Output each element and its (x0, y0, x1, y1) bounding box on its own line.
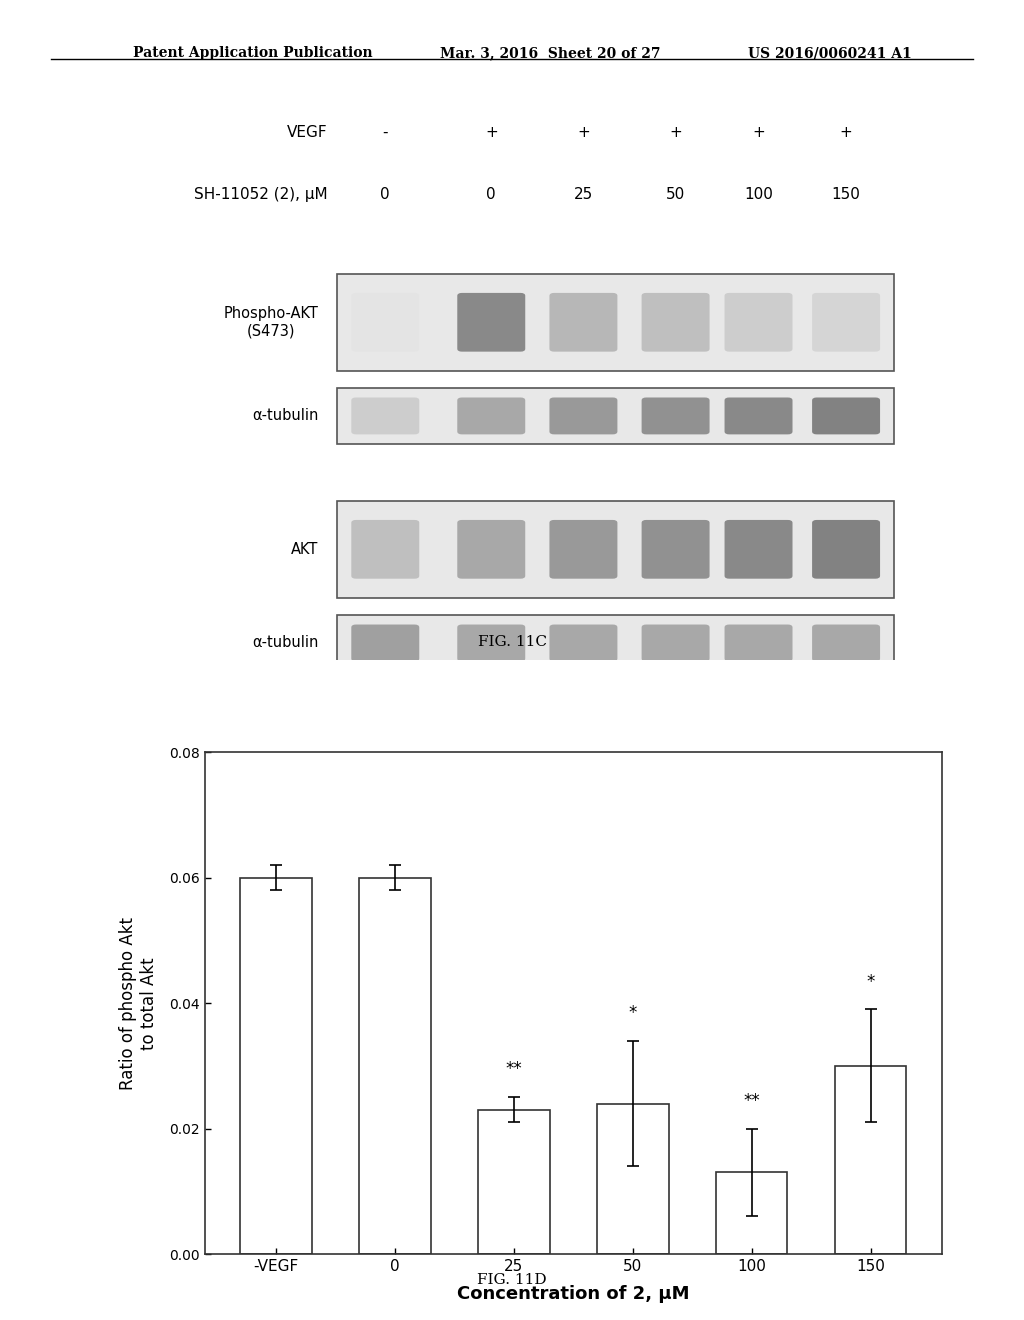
Text: +: + (840, 124, 852, 140)
Text: α-tubulin: α-tubulin (252, 635, 318, 651)
FancyBboxPatch shape (812, 397, 880, 434)
Text: FIG. 11C: FIG. 11C (477, 635, 547, 648)
X-axis label: Concentration of 2, μM: Concentration of 2, μM (457, 1284, 690, 1303)
Bar (597, 1104, 669, 1254)
FancyBboxPatch shape (337, 275, 895, 371)
FancyBboxPatch shape (550, 397, 617, 434)
FancyBboxPatch shape (458, 624, 525, 661)
FancyBboxPatch shape (812, 293, 880, 351)
Bar (241, 878, 312, 1254)
Text: 100: 100 (744, 187, 773, 202)
Text: SH-11052 (2), μM: SH-11052 (2), μM (195, 187, 328, 202)
FancyBboxPatch shape (458, 397, 525, 434)
Text: Patent Application Publication: Patent Application Publication (133, 46, 373, 61)
Text: +: + (485, 124, 498, 140)
Text: US 2016/0060241 A1: US 2016/0060241 A1 (748, 46, 911, 61)
Text: -: - (383, 124, 388, 140)
Bar (716, 1172, 787, 1254)
FancyBboxPatch shape (351, 520, 419, 578)
Text: AKT: AKT (291, 541, 318, 557)
Text: α-tubulin: α-tubulin (252, 408, 318, 424)
Text: VEGF: VEGF (287, 124, 328, 140)
Bar (835, 1067, 906, 1254)
FancyBboxPatch shape (458, 293, 525, 351)
Text: FIG. 11D: FIG. 11D (477, 1272, 547, 1287)
FancyBboxPatch shape (642, 293, 710, 351)
Text: +: + (670, 124, 682, 140)
FancyBboxPatch shape (351, 293, 419, 351)
FancyBboxPatch shape (351, 397, 419, 434)
FancyBboxPatch shape (550, 624, 617, 661)
Bar (359, 878, 431, 1254)
Text: *: * (866, 973, 874, 990)
FancyBboxPatch shape (458, 520, 525, 578)
FancyBboxPatch shape (725, 520, 793, 578)
FancyBboxPatch shape (351, 624, 419, 661)
Text: 50: 50 (666, 187, 685, 202)
FancyBboxPatch shape (642, 397, 710, 434)
FancyBboxPatch shape (725, 624, 793, 661)
FancyBboxPatch shape (337, 615, 895, 672)
Text: Mar. 3, 2016  Sheet 20 of 27: Mar. 3, 2016 Sheet 20 of 27 (440, 46, 660, 61)
Text: +: + (578, 124, 590, 140)
FancyBboxPatch shape (642, 520, 710, 578)
FancyBboxPatch shape (725, 293, 793, 351)
Text: *: * (629, 1005, 637, 1022)
Bar (478, 1110, 550, 1254)
Y-axis label: Ratio of phospho Akt
to total Akt: Ratio of phospho Akt to total Akt (119, 916, 158, 1090)
Text: **: ** (743, 1092, 760, 1110)
FancyBboxPatch shape (337, 388, 895, 445)
FancyBboxPatch shape (812, 520, 880, 578)
FancyBboxPatch shape (337, 502, 895, 598)
Text: 0: 0 (381, 187, 390, 202)
Text: 150: 150 (831, 187, 860, 202)
FancyBboxPatch shape (550, 293, 617, 351)
FancyBboxPatch shape (725, 397, 793, 434)
FancyBboxPatch shape (550, 520, 617, 578)
Text: **: ** (506, 1060, 522, 1078)
FancyBboxPatch shape (812, 624, 880, 661)
Text: Phospho-AKT
(S473): Phospho-AKT (S473) (223, 306, 318, 338)
Text: 25: 25 (573, 187, 593, 202)
Text: +: + (753, 124, 765, 140)
Text: 0: 0 (486, 187, 496, 202)
FancyBboxPatch shape (642, 624, 710, 661)
